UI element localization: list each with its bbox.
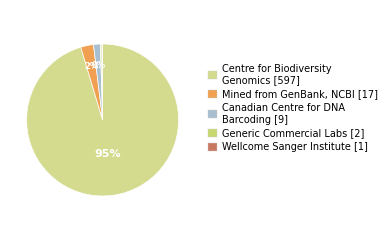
Text: 95%: 95%	[94, 149, 121, 159]
Text: 0%: 0%	[92, 61, 106, 70]
Wedge shape	[100, 44, 103, 120]
Legend: Centre for Biodiversity
Genomics [597], Mined from GenBank, NCBI [17], Canadian : Centre for Biodiversity Genomics [597], …	[206, 62, 380, 154]
Wedge shape	[27, 44, 179, 196]
Wedge shape	[81, 45, 103, 120]
Wedge shape	[93, 44, 103, 120]
Text: 2%: 2%	[84, 62, 98, 71]
Wedge shape	[102, 44, 103, 120]
